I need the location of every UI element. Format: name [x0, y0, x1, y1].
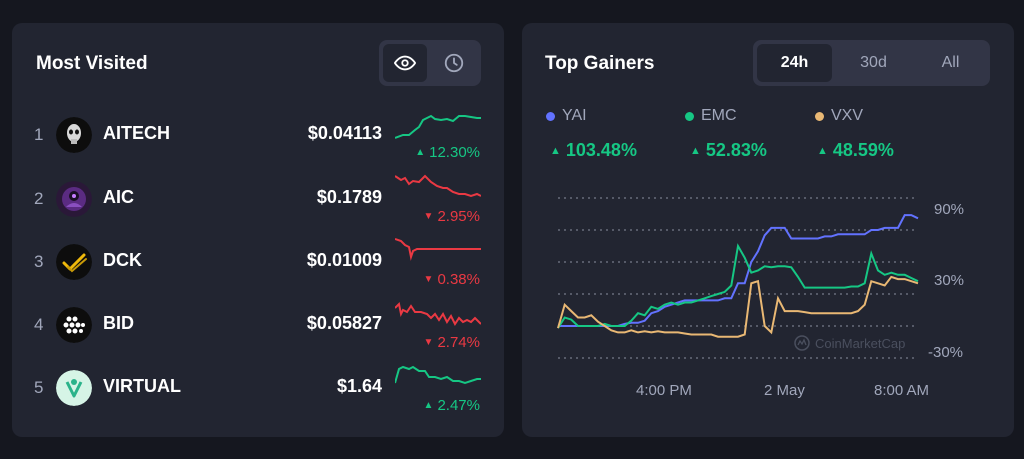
most-visited-toggle: [379, 40, 481, 86]
coin-change: ▲ 2.47%: [423, 397, 480, 414]
coin-symbol: AIC: [103, 187, 134, 207]
coin-price: $0.04113: [307, 123, 382, 143]
coin-price: $1.64: [336, 376, 382, 396]
coin-symbol: VIRTUAL: [103, 376, 181, 396]
sparkline-aitech: [395, 114, 481, 139]
timeframe-tabs: 24h 30d All: [753, 40, 990, 86]
caret-up-icon: ▲: [690, 144, 701, 157]
series-dot: [685, 111, 694, 121]
top-gainers-card: Top Gainers 24h 30d All YAI EMC VXV ▲ 10…: [522, 23, 1014, 437]
sparkline-bid: [395, 301, 481, 326]
coin-rank: 4: [34, 315, 44, 334]
clock-toggle-button[interactable]: [431, 44, 477, 82]
coin-rank: 1: [34, 125, 44, 144]
dck-icon: [56, 244, 92, 280]
x-tick-label: 8:00 AM: [874, 382, 930, 399]
coin-row-dck[interactable]: 3 DCK $0.01009 ▼ 0.38%: [12, 237, 504, 288]
vxv-change: ▲ 48.59%: [817, 140, 894, 160]
watermark: CoinMarketCap: [794, 335, 905, 351]
coin-row-virtual[interactable]: 5 VIRTUAL $1.64 ▲ 2.47%: [12, 363, 504, 414]
legend-yai[interactable]: YAI: [546, 107, 587, 125]
caret-up-icon: ▲: [550, 144, 561, 157]
caret-up-icon: ▲: [817, 144, 828, 157]
aic-icon: [56, 181, 92, 217]
caret-down-icon: ▼: [423, 211, 434, 222]
tab-all[interactable]: All: [941, 54, 960, 71]
top-gainers-title: Top Gainers: [545, 53, 655, 74]
coin-price: $0.1789: [316, 187, 382, 207]
coin-symbol: AITECH: [103, 123, 170, 143]
bid-icon: [56, 307, 92, 343]
aitech-icon: [56, 117, 92, 153]
eye-icon: [394, 55, 416, 71]
coin-price: $0.05827: [306, 313, 382, 333]
sparkline-dck: [395, 238, 481, 261]
coinmarketcap-logo-icon: [794, 335, 810, 351]
caret-down-icon: ▼: [423, 337, 434, 348]
series-line-vxv: [557, 275, 919, 338]
tab-30d[interactable]: 30d: [860, 54, 887, 71]
coin-rank: 3: [34, 252, 44, 271]
caret-down-icon: ▼: [423, 274, 434, 285]
coin-symbol: DCK: [103, 250, 142, 270]
coin-row-aitech[interactable]: 1 AITECH $0.04113 ▲ 12.30%: [12, 110, 504, 161]
emc-change: ▲ 52.83%: [690, 140, 767, 160]
coin-symbol: BID: [103, 313, 134, 333]
x-tick-label: 2 May: [764, 382, 805, 399]
legend-vxv[interactable]: VXV: [815, 107, 863, 125]
sparkline-virtual: [395, 365, 481, 385]
most-visited-card: Most Visited 1 AITECH $0.04113: [12, 23, 504, 437]
tab-24h[interactable]: 24h: [757, 44, 832, 82]
coin-rank: 5: [34, 378, 44, 397]
sparkline-aic: [395, 174, 481, 198]
yai-change: ▲ 103.48%: [550, 140, 637, 160]
most-visited-title: Most Visited: [36, 53, 148, 74]
x-tick-label: 4:00 PM: [636, 382, 692, 399]
series-dot: [815, 111, 824, 121]
y-tick-label: 90%: [934, 201, 965, 218]
virtual-icon: [56, 370, 92, 406]
coin-price: $0.01009: [306, 250, 382, 270]
coin-row-bid[interactable]: 4 BID $0.05827 ▼ 2.74%: [12, 300, 504, 351]
coin-change: ▼ 2.74%: [423, 334, 480, 351]
series-dot: [546, 111, 555, 121]
coin-row-aic[interactable]: 2 AIC $0.1789 ▼ 2.95%: [12, 174, 504, 225]
coin-change: ▲ 12.30%: [415, 144, 480, 161]
coin-change: ▼ 0.38%: [423, 271, 480, 288]
eye-toggle-button[interactable]: [383, 44, 427, 82]
series-line-yai: [558, 214, 919, 327]
y-tick-label: -30%: [928, 344, 964, 361]
clock-icon: [444, 53, 464, 73]
caret-up-icon: ▲: [423, 400, 434, 411]
y-tick-label: 30%: [934, 272, 965, 289]
coin-change: ▼ 2.95%: [423, 208, 480, 225]
caret-up-icon: ▲: [415, 147, 426, 158]
legend-emc[interactable]: EMC: [685, 107, 737, 125]
coin-rank: 2: [34, 189, 44, 208]
top-gainers-chart: [557, 197, 919, 359]
series-line-emc: [557, 243, 919, 329]
